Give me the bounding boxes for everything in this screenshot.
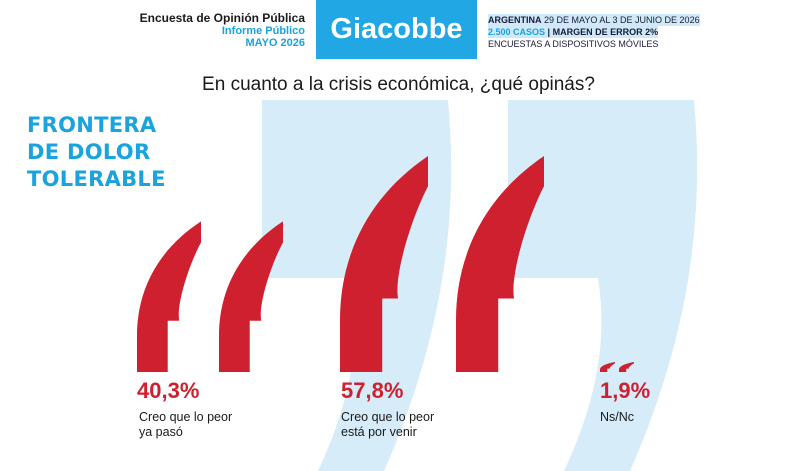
bar-quote-mark [619,362,634,372]
kicker-line: FRONTERA [27,113,157,137]
sample-row: 2.500 CASOS | MARGEN DE ERROR 2% [488,26,700,38]
sample-cases: 2.500 CASOS [488,27,546,37]
bar-quote-mark [600,362,615,372]
data-label: 40,3% [137,378,200,403]
category-label: Creo que lo peor está por venir [341,410,434,440]
category-line: Ns/Nc [600,410,635,424]
category-line: ya pasó [139,425,183,439]
kicker-line: DE DOLOR [27,140,151,164]
category-label: Creo que lo peor ya pasó [139,410,232,440]
method-row: ENCUESTAS A DISPOSITIVOS MÓVILES [488,38,700,50]
brand-logo: Giacobbe [316,0,477,59]
kicker-title: FRONTERA DE DOLOR TOLERABLE [27,112,166,193]
survey-header-left: Encuesta de Opinión Pública Informe Públ… [140,12,305,50]
survey-details: ARGENTINA 29 DE MAYO AL 3 DE JUNIO DE 20… [488,14,700,50]
category-line: Creo que lo peor [341,410,435,424]
bar-quote-mark [137,221,201,372]
margin-of-error: MARGEN DE ERROR 2% [552,27,659,37]
field-row: ARGENTINA 29 DE MAYO AL 3 DE JUNIO DE 20… [488,14,700,26]
survey-method: ENCUESTAS A DISPOSITIVOS MÓVILES [488,39,659,49]
bar-quote-mark [219,221,283,372]
data-label: 1,9% [600,378,651,403]
report-date: MAYO 2026 [245,37,305,49]
survey-title: Encuesta de Opinión Pública [139,11,305,25]
category-line: Creo que lo peor [139,410,233,424]
separator: | [547,27,551,37]
chart-question: En cuanto a la crisis económica, ¿qué op… [202,74,595,95]
report-type: Informe Público [221,24,305,37]
category-label: Ns/Nc [600,410,634,425]
country: ARGENTINA [488,15,542,25]
data-label: 57,8% [341,378,404,403]
kicker-line: TOLERABLE [27,167,166,191]
bar-quote-mark [456,156,544,372]
bar-quote-mark [340,156,428,372]
category-line: está por venir [341,425,417,439]
field-dates: 29 DE MAYO AL 3 DE JUNIO DE 2026 [544,15,700,25]
